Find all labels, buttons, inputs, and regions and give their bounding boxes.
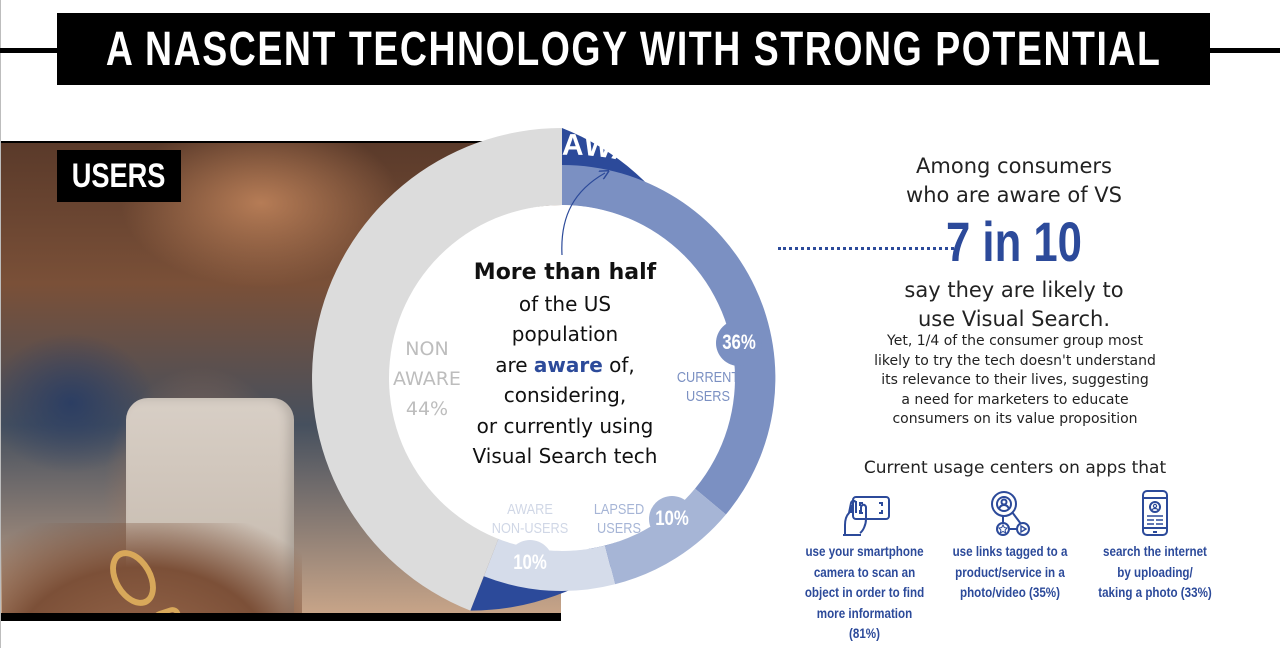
section-tag-label: USERS: [72, 156, 166, 195]
stat-callout: Among consumers who are aware of VS 7 in…: [870, 152, 1158, 334]
current-users-label: CURRENT USERS: [676, 369, 740, 405]
non-aware-segment: [312, 128, 562, 611]
lapsed-users-value-bubble: 10%: [649, 496, 695, 542]
aware-highlight: aware: [533, 352, 603, 377]
usage-heading: Current usage centers on apps that: [863, 458, 1167, 478]
aware-non-users-value-bubble: 10%: [507, 540, 553, 586]
title-banner: A NASCENT TECHNOLOGY WITH STRONG POTENTI…: [57, 13, 1210, 85]
lapsed-users-label: LAPSED USERS: [593, 501, 645, 537]
usage-item-scan: use your smartphone camera to scan an ob…: [792, 488, 937, 645]
aware-non-users-label: AWARE NON-USERS: [491, 501, 569, 537]
donut-center-text: More than half of the US population are …: [430, 258, 700, 472]
dotted-connector: [778, 247, 954, 250]
non-aware-label: NON AWARE 44%: [393, 338, 461, 420]
photo-bottom-border: [1, 613, 561, 621]
section-tag: USERS: [57, 150, 181, 202]
title-rule-right: [1205, 48, 1280, 53]
current-users-segment: [562, 164, 776, 515]
usage-caption: use links tagged to a product/service in…: [952, 544, 1068, 600]
page-title: A NASCENT TECHNOLOGY WITH STRONG POTENTI…: [105, 22, 1162, 76]
hand-image: [2, 523, 302, 613]
usage-item-links: use links tagged to a product/service in…: [940, 488, 1080, 604]
phone-profile-icon: [1085, 488, 1225, 540]
page-border: [0, 0, 1, 648]
insight-note: Yet, 1/4 of the consumer group most like…: [874, 333, 1156, 427]
big-stat: 7 in 10: [946, 210, 1082, 273]
title-rule-left: [0, 48, 60, 53]
center-headline: More than half: [473, 260, 657, 285]
current-users-value-bubble: 36%: [716, 320, 762, 366]
usage-caption: use your smartphone camera to scan an ob…: [804, 544, 925, 641]
linked-media-icon: [940, 488, 1080, 540]
usage-item-search: search the internet by uploading/ taking…: [1085, 488, 1225, 604]
usage-caption: search the internet by uploading/ taking…: [1098, 544, 1212, 600]
arrow-icon: [561, 173, 605, 256]
hand-scan-phone-icon: [792, 488, 937, 540]
